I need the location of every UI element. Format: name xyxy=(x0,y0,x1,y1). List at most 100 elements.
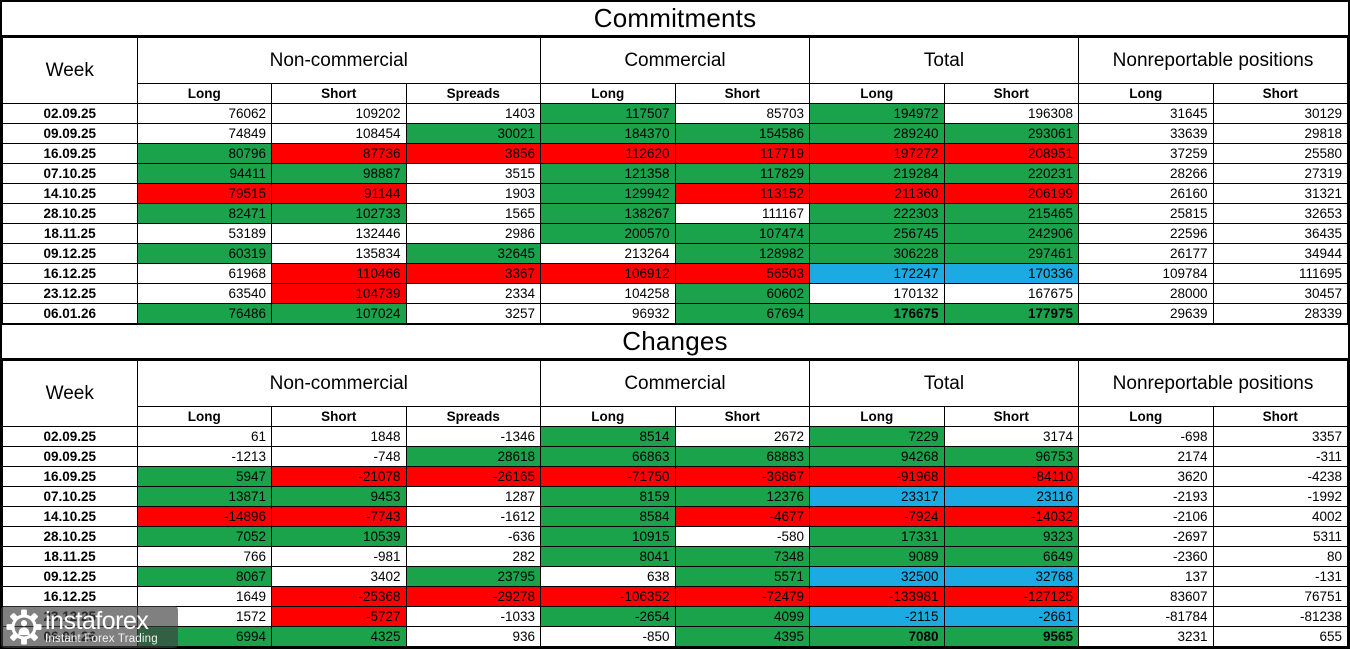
value-cell: -91968 xyxy=(809,466,945,487)
value-cell: -84110 xyxy=(943,466,1079,487)
changes-table-section: Changes Week Non-commercial Commercial Tota… xyxy=(2,324,1348,647)
column-header: Long xyxy=(540,83,676,104)
table-row: 06.01.2669944325936-85043957080956532316… xyxy=(2,626,1348,647)
value-cell: 60319 xyxy=(136,243,272,264)
group-header: Commercial xyxy=(540,37,810,84)
week-cell: 16.09.25 xyxy=(2,466,138,487)
value-cell: 13871 xyxy=(136,486,272,507)
changes-title: Changes xyxy=(2,325,1348,360)
value-cell: 211360 xyxy=(809,183,945,204)
value-cell: 3357 xyxy=(1212,426,1348,447)
value-cell: 80796 xyxy=(136,143,272,164)
column-header: Long xyxy=(136,406,272,427)
value-cell: 167675 xyxy=(943,283,1079,304)
value-cell: 9453 xyxy=(271,486,407,507)
value-cell: 32645 xyxy=(405,243,541,264)
value-cell: 17331 xyxy=(809,526,945,547)
value-cell: 200570 xyxy=(540,223,676,244)
value-cell: -981 xyxy=(271,546,407,567)
value-cell: 83607 xyxy=(1078,586,1214,607)
value-cell: -29278 xyxy=(405,586,541,607)
instaforex-gear-icon xyxy=(6,609,42,645)
table-row: 18.11.25 53189 132446 2986 200570 107474 25674… xyxy=(2,223,1348,244)
group-header: Total xyxy=(809,37,1079,84)
week-cell: 09.09.25 xyxy=(2,123,138,144)
value-cell: 82471 xyxy=(136,203,272,224)
column-header: Spreads xyxy=(405,406,541,427)
value-cell: -7743 xyxy=(271,506,407,527)
value-cell: 2174 xyxy=(1078,446,1214,467)
value-cell: 96753 xyxy=(943,446,1079,467)
value-cell: 282 xyxy=(405,546,541,567)
brand-tagline: Instant Forex Trading xyxy=(45,632,158,645)
group-header: Non-commercial xyxy=(136,360,541,407)
table-row: 23.12.25 63540 104739 2334 104258 60602 170132… xyxy=(2,283,1348,304)
value-cell: 222303 xyxy=(809,203,945,224)
table-row: 16.12.25 1649 -25368 -29278 -106352 -72479 -13… xyxy=(2,586,1348,607)
value-cell: 28000 xyxy=(1078,283,1214,304)
value-cell: 29818 xyxy=(1212,123,1348,144)
value-cell: 132446 xyxy=(271,223,407,244)
table-header: Week Non-commercial Commercial Total Nonrepo… xyxy=(2,37,1348,104)
column-header: Long xyxy=(540,406,676,427)
week-cell: 16.12.25 xyxy=(2,586,138,607)
value-cell: 5571 xyxy=(674,566,810,587)
changes-table: Week Non-commercial Commercial Total Nonrepo… xyxy=(2,360,1348,647)
table-row: 09.09.25 -1213 -748 28618 66863 68883 94268 967… xyxy=(2,446,1348,467)
value-cell: 1403 xyxy=(405,103,541,124)
value-cell: -81238 xyxy=(1212,606,1348,627)
value-cell: 36435 xyxy=(1212,223,1348,244)
value-cell: 104739 xyxy=(271,283,407,304)
value-cell: 23116 xyxy=(943,486,1079,507)
value-cell: 3231 xyxy=(1078,626,1214,647)
value-cell: 23795 xyxy=(405,566,541,587)
value-cell: 107474 xyxy=(674,223,810,244)
value-cell: 27319 xyxy=(1212,163,1348,184)
value-cell: 66863 xyxy=(540,446,676,467)
table-row: 09.09.25 74849 108454 30021 184370 154586 2892… xyxy=(2,123,1348,144)
value-cell: 31321 xyxy=(1212,183,1348,204)
column-header: Long xyxy=(136,83,272,104)
value-cell: 293061 xyxy=(943,123,1079,144)
week-cell: 14.10.25 xyxy=(2,183,138,204)
value-cell: -25368 xyxy=(271,586,407,607)
subheader-row: Long Short Spreads Long Short Long Short Long Sh… xyxy=(3,83,1348,104)
value-cell: 28339 xyxy=(1212,303,1348,324)
week-cell: 28.10.25 xyxy=(2,203,138,224)
value-cell: -1612 xyxy=(405,506,541,527)
value-cell: 30129 xyxy=(1212,103,1348,124)
value-cell: 1287 xyxy=(405,486,541,507)
value-cell: -4677 xyxy=(674,506,810,527)
column-header: Short xyxy=(674,406,810,427)
value-cell: 98887 xyxy=(271,163,407,184)
value-cell: 215465 xyxy=(943,203,1079,224)
value-cell: 32768 xyxy=(943,566,1079,587)
value-cell: 53189 xyxy=(136,223,272,244)
value-cell: -1213 xyxy=(136,446,272,467)
value-cell: -106352 xyxy=(540,586,676,607)
value-cell: -5727 xyxy=(271,606,407,627)
table-body: 02.09.25 76062 109202 1403 117507 85703 194972… xyxy=(2,103,1348,324)
value-cell: -2115 xyxy=(809,606,945,627)
week-cell: 14.10.25 xyxy=(2,506,138,527)
value-cell: 94411 xyxy=(136,163,272,184)
table-row: 28.10.25 7052 10539 -636 10915 -580 17331 9323-… xyxy=(2,526,1348,547)
value-cell: 219284 xyxy=(809,163,945,184)
value-cell: 177975 xyxy=(943,303,1079,324)
value-cell: 30021 xyxy=(405,123,541,144)
value-cell: 138267 xyxy=(540,203,676,224)
table-body: 02.09.25 61 1848 -1346 8514 2672 7229 3174 -698 3… xyxy=(2,426,1348,647)
table-row: 02.09.25 76062 109202 1403 117507 85703 194972… xyxy=(2,103,1348,124)
week-cell: 02.09.25 xyxy=(2,426,138,447)
value-cell: 208951 xyxy=(943,143,1079,164)
week-header: Week xyxy=(2,360,138,427)
value-cell: 25815 xyxy=(1078,203,1214,224)
value-cell: 109202 xyxy=(271,103,407,124)
value-cell: -4238 xyxy=(1212,466,1348,487)
value-cell: 196308 xyxy=(943,103,1079,124)
value-cell: 197272 xyxy=(809,143,945,164)
value-cell: 31645 xyxy=(1078,103,1214,124)
value-cell: 172247 xyxy=(809,263,945,284)
value-cell: 128982 xyxy=(674,243,810,264)
